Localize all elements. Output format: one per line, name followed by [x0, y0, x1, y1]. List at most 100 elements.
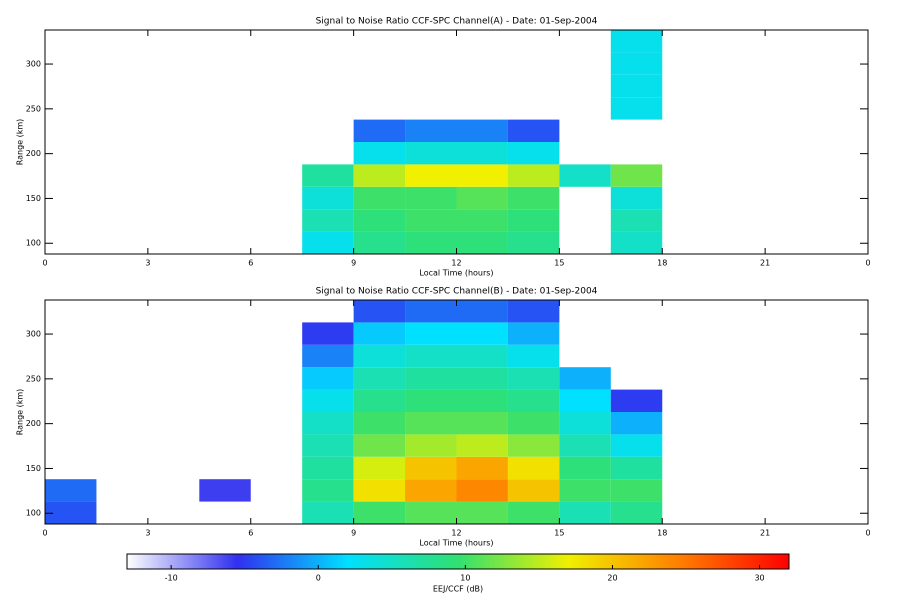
heatmap-cell	[610, 209, 663, 232]
heatmap-cell	[507, 434, 560, 457]
x-axis-label: Local Time (hours)	[419, 269, 493, 278]
heatmap-cell	[610, 74, 663, 98]
heatmap-cell	[353, 322, 406, 345]
heatmap-cell	[507, 142, 560, 165]
heatmap-cell	[405, 434, 457, 457]
x-tick-label: 12	[451, 259, 461, 268]
heatmap-cell	[559, 456, 611, 480]
x-tick-label: 21	[760, 259, 770, 268]
heatmap-cell	[610, 231, 663, 254]
heatmap-cell	[302, 412, 354, 435]
heatmap-cell	[456, 164, 508, 187]
x-tick-label: 15	[554, 259, 564, 268]
heatmap-cell	[353, 164, 406, 187]
heatmap-cell	[353, 344, 406, 368]
heatmap-cell	[405, 389, 457, 412]
heatmap-cell	[405, 322, 457, 345]
chart-title: Signal to Noise Ratio CCF-SPC Channel(B)…	[316, 287, 598, 297]
chart-title: Signal to Noise Ratio CCF-SPC Channel(A)…	[316, 17, 598, 27]
x-tick-label: 6	[248, 259, 253, 268]
heatmap-cell	[353, 231, 406, 254]
y-tick-label: 200	[26, 419, 41, 428]
heatmap-cell	[610, 30, 663, 53]
heatmap-cell	[507, 186, 560, 210]
heatmap-cell	[559, 434, 611, 457]
y-tick-label: 100	[26, 239, 41, 248]
heatmap-cell	[507, 344, 560, 368]
heatmap-cell	[353, 119, 406, 142]
heatmap-cell	[405, 412, 457, 435]
x-tick-label: 3	[145, 259, 150, 268]
heatmap-cell	[507, 322, 560, 345]
y-tick-label: 300	[26, 330, 41, 339]
heatmap-cell	[302, 186, 354, 210]
x-tick-label: 0	[42, 259, 47, 268]
heatmap-cell	[507, 367, 560, 390]
heatmap-cell	[405, 164, 457, 187]
heatmap-cell	[456, 456, 508, 480]
y-tick-label: 150	[26, 464, 41, 473]
heatmap-cell	[456, 412, 508, 435]
colorbar-tick-label: 20	[607, 574, 617, 583]
heatmap-cell	[610, 456, 663, 480]
colorbar	[126, 553, 790, 570]
heatmap-cell	[456, 119, 508, 142]
x-tick-label: 12	[451, 529, 461, 538]
heatmap-cell	[302, 479, 354, 502]
heatmap-cell	[353, 389, 406, 412]
x-tick-label: 0	[865, 259, 870, 268]
x-tick-label: 9	[351, 529, 356, 538]
heatmap-cell	[456, 186, 508, 210]
heatmap-cell	[405, 209, 457, 232]
heatmap-cell	[302, 209, 354, 232]
x-tick-label: 3	[145, 529, 150, 538]
y-tick-label: 150	[26, 194, 41, 203]
heatmap-cell	[456, 434, 508, 457]
heatmap-cell	[353, 142, 406, 165]
heatmap-cell	[559, 412, 611, 435]
heatmap-cell	[456, 322, 508, 345]
heatmap-cell	[507, 119, 560, 142]
heatmap-cell	[610, 389, 663, 412]
heatmap-cell	[610, 186, 663, 210]
heatmap-cell	[353, 479, 406, 502]
heatmap-cell	[353, 456, 406, 480]
heatmap-cell	[456, 367, 508, 390]
heatmap-cell	[302, 434, 354, 457]
heatmap-cell	[456, 389, 508, 412]
heatmap-cell	[199, 479, 251, 502]
heatmap-cell	[610, 52, 663, 75]
heatmap-cell	[610, 97, 663, 120]
heatmap-cell	[456, 300, 508, 323]
y-axis-label: Range (km)	[16, 119, 25, 166]
heatmap-cell	[507, 209, 560, 232]
heatmap-cell	[302, 367, 354, 390]
x-tick-label: 15	[554, 529, 564, 538]
heatmap-cell	[610, 412, 663, 435]
heatmap-cell	[405, 119, 457, 142]
heatmap-cell	[456, 479, 508, 502]
heatmap-cell	[456, 344, 508, 368]
heatmap-cell	[405, 479, 457, 502]
heatmap-cell	[302, 456, 354, 480]
x-tick-label: 21	[760, 529, 770, 538]
heatmap-cell	[559, 479, 611, 502]
heatmap-cell	[456, 501, 508, 524]
y-tick-label: 250	[26, 374, 41, 383]
heatmap-cell	[507, 300, 560, 323]
heatmap-cell	[405, 367, 457, 390]
heatmap-cell	[353, 367, 406, 390]
heatmap-cell	[610, 164, 663, 187]
colorbar-tick-label: 0	[316, 574, 321, 583]
heatmap-cell	[302, 322, 354, 345]
heatmap-cell	[610, 434, 663, 457]
heatmap-cell	[405, 142, 457, 165]
heatmap-cell	[559, 501, 611, 524]
heatmap-cell	[45, 501, 97, 524]
heatmap-cell	[507, 456, 560, 480]
heatmap-cell	[507, 479, 560, 502]
heatmap-cell	[302, 231, 354, 254]
x-tick-label: 9	[351, 259, 356, 268]
heatmap-cell	[559, 367, 611, 390]
x-tick-label: 18	[657, 259, 667, 268]
